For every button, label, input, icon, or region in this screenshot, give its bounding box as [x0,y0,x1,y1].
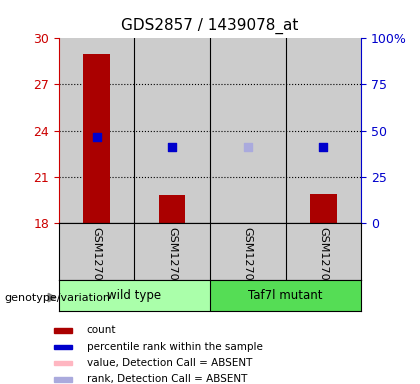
Bar [54,328,72,333]
Bar [310,194,337,223]
Title: GDS2857 / 1439078_at: GDS2857 / 1439078_at [121,18,299,34]
Bar [59,280,210,311]
Point [320,144,327,151]
Point [93,134,100,140]
Bar [210,38,286,223]
Text: value, Detection Call = ABSENT: value, Detection Call = ABSENT [87,358,252,368]
Text: GSM127093: GSM127093 [92,227,102,295]
Text: GSM127096: GSM127096 [318,227,328,295]
Bar [286,38,361,223]
Bar [54,361,72,366]
Bar [59,38,134,223]
Bar [210,280,361,311]
Text: Taf7l mutant: Taf7l mutant [248,289,323,302]
Bar [134,38,210,223]
Bar [54,377,72,382]
Text: wild type: wild type [108,289,161,302]
Text: GSM127094: GSM127094 [167,227,177,295]
Point [169,144,176,151]
Point [244,144,251,151]
Text: GSM127095: GSM127095 [243,227,253,295]
Bar [54,344,72,349]
Bar [159,195,186,223]
Text: percentile rank within the sample: percentile rank within the sample [87,342,262,352]
Bar [84,54,110,223]
Text: count: count [87,326,116,336]
FancyArrow shape [48,293,56,302]
Text: rank, Detection Call = ABSENT: rank, Detection Call = ABSENT [87,374,247,384]
Text: genotype/variation: genotype/variation [4,293,110,303]
